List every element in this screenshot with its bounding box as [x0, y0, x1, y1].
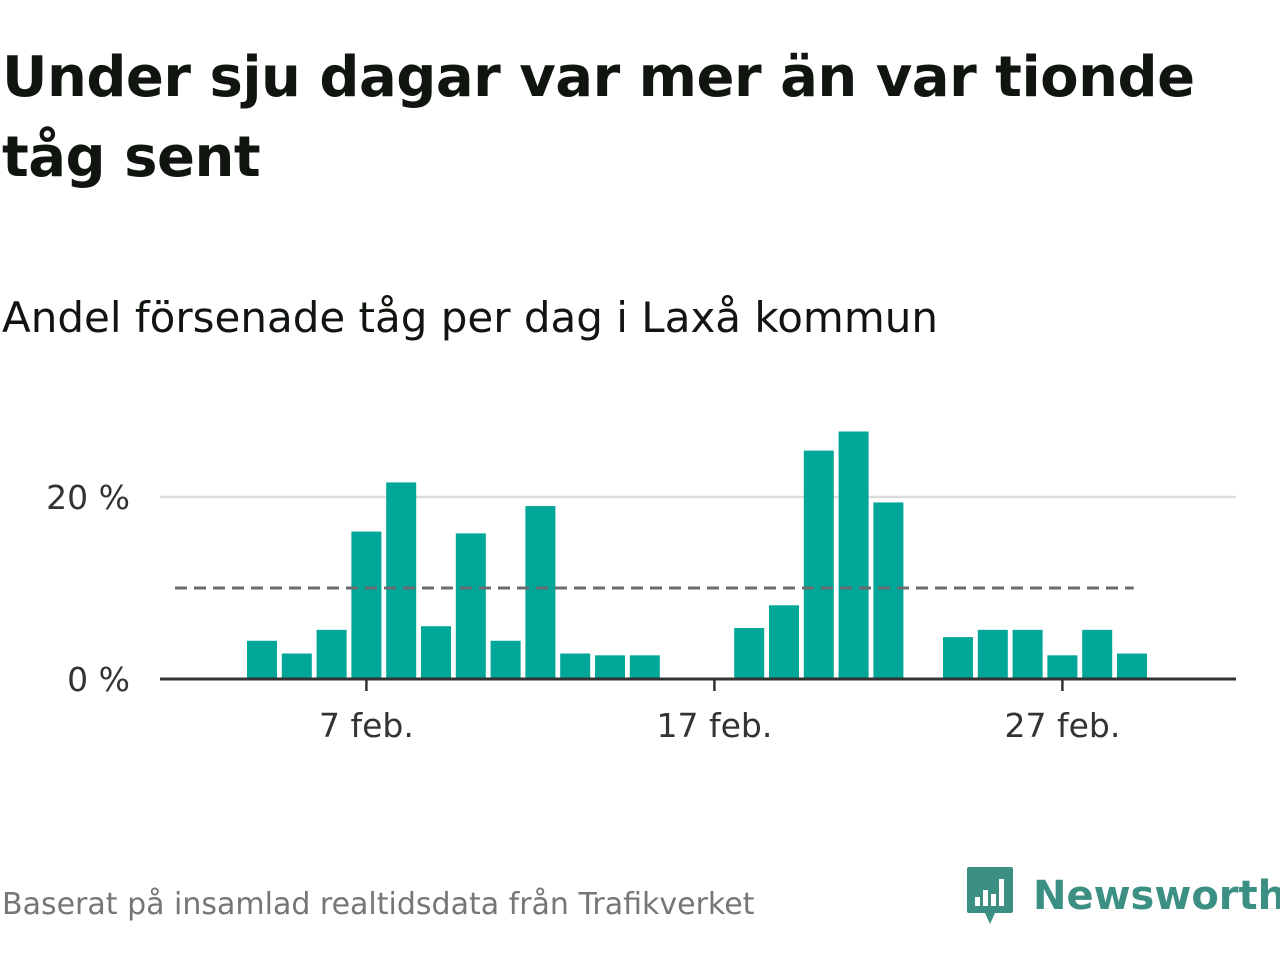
source-note: Baserat på insamlad realtidsdata från Tr…: [2, 887, 755, 922]
bar: [1047, 655, 1078, 679]
bar: [873, 502, 904, 679]
x-tick-label: 17 feb.: [656, 706, 772, 745]
bar: [421, 626, 451, 679]
y-tick-label: 0 %: [67, 660, 130, 699]
bar-chart-speech-bubble-icon: [967, 867, 1013, 924]
bar: [316, 629, 347, 679]
bar: [386, 482, 417, 679]
bar: [977, 629, 1008, 679]
bars: [247, 431, 1147, 679]
bar: [838, 431, 869, 679]
bar: [803, 450, 834, 679]
y-tick-label: 20 %: [46, 478, 130, 517]
bar: [525, 506, 556, 679]
bar: [281, 653, 312, 679]
bar: [943, 637, 973, 679]
chart-subtitle: Andel försenade tåg per dag i Laxå kommu…: [2, 293, 938, 342]
bar: [595, 655, 625, 679]
chart-title: Under sju dagar var mer än var tionde tå…: [2, 45, 1195, 190]
x-tick-label: 27 feb.: [1004, 706, 1120, 745]
brand-name: Newsworthy: [1033, 873, 1280, 919]
bar: [734, 628, 765, 679]
bar: [629, 655, 660, 679]
x-tick-label: 7 feb.: [319, 706, 414, 745]
bar: [490, 640, 521, 679]
newsworthy-logo: Newsworthy: [965, 865, 1280, 927]
bar: [1012, 629, 1043, 679]
bar: [560, 653, 591, 679]
bar: [351, 531, 382, 679]
bar: [247, 640, 277, 679]
bar: [1082, 629, 1113, 679]
bar: [455, 533, 486, 679]
y-tick-labels: 0 % 20 %: [46, 478, 130, 699]
bar: [769, 605, 799, 679]
bar: [1117, 653, 1147, 679]
x-axis: 7 feb. 17 feb. 27 feb.: [160, 677, 1236, 745]
